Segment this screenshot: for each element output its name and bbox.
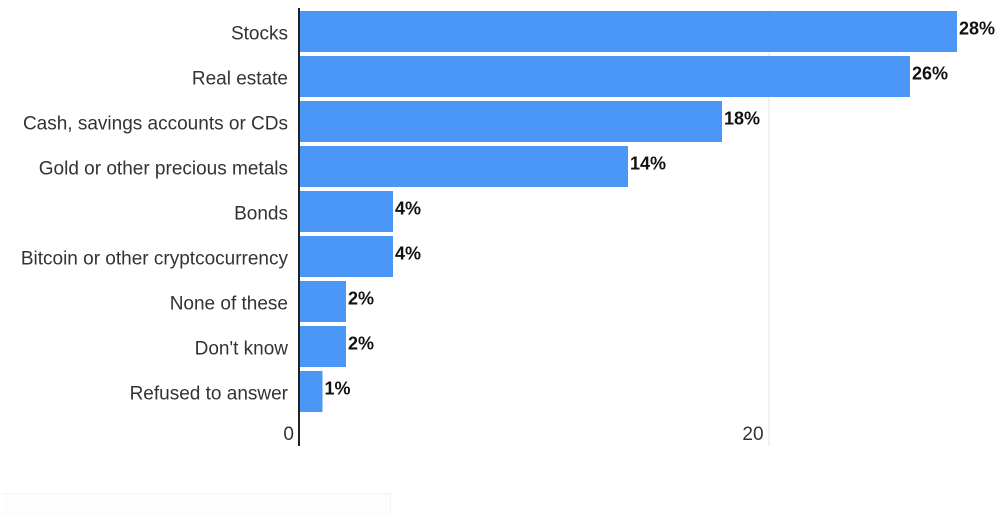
- category-label: Refused to answer: [130, 384, 289, 405]
- category-label: Bonds: [234, 204, 288, 225]
- labels-layer: Stocks 28% Real estate 26% Cash, savings acc…: [21, 19, 995, 405]
- bar: [299, 371, 323, 412]
- value-label: 4%: [395, 244, 421, 264]
- value-label: 28%: [959, 19, 995, 39]
- category-label: Gold or other precious metals: [39, 159, 288, 180]
- category-label: None of these: [170, 294, 288, 315]
- x-tick-label: 0: [283, 424, 294, 445]
- bar: [299, 146, 628, 187]
- value-label: 26%: [912, 64, 948, 84]
- value-label: 2%: [348, 334, 374, 354]
- category-label: Stocks: [231, 24, 288, 45]
- axis-layer: 0 20: [283, 8, 764, 446]
- bar: [299, 326, 346, 367]
- bar: [299, 101, 722, 142]
- category-label: Real estate: [192, 69, 288, 90]
- value-label: 18%: [724, 109, 760, 129]
- bars-layer: [299, 11, 957, 412]
- bar: [299, 191, 393, 232]
- value-label: 4%: [395, 199, 421, 219]
- footer-strip: [2, 493, 391, 515]
- bar: [299, 236, 393, 277]
- bar: [299, 281, 346, 322]
- category-label: Cash, savings accounts or CDs: [23, 114, 288, 135]
- value-label: 2%: [348, 289, 374, 309]
- bar: [299, 11, 957, 52]
- x-tick-label: 20: [742, 424, 763, 445]
- category-label: Don't know: [195, 339, 289, 360]
- value-label: 14%: [630, 154, 666, 174]
- category-label: Bitcoin or other cryptcocurrency: [21, 249, 289, 270]
- bar: [299, 56, 910, 97]
- value-label: 1%: [325, 379, 351, 399]
